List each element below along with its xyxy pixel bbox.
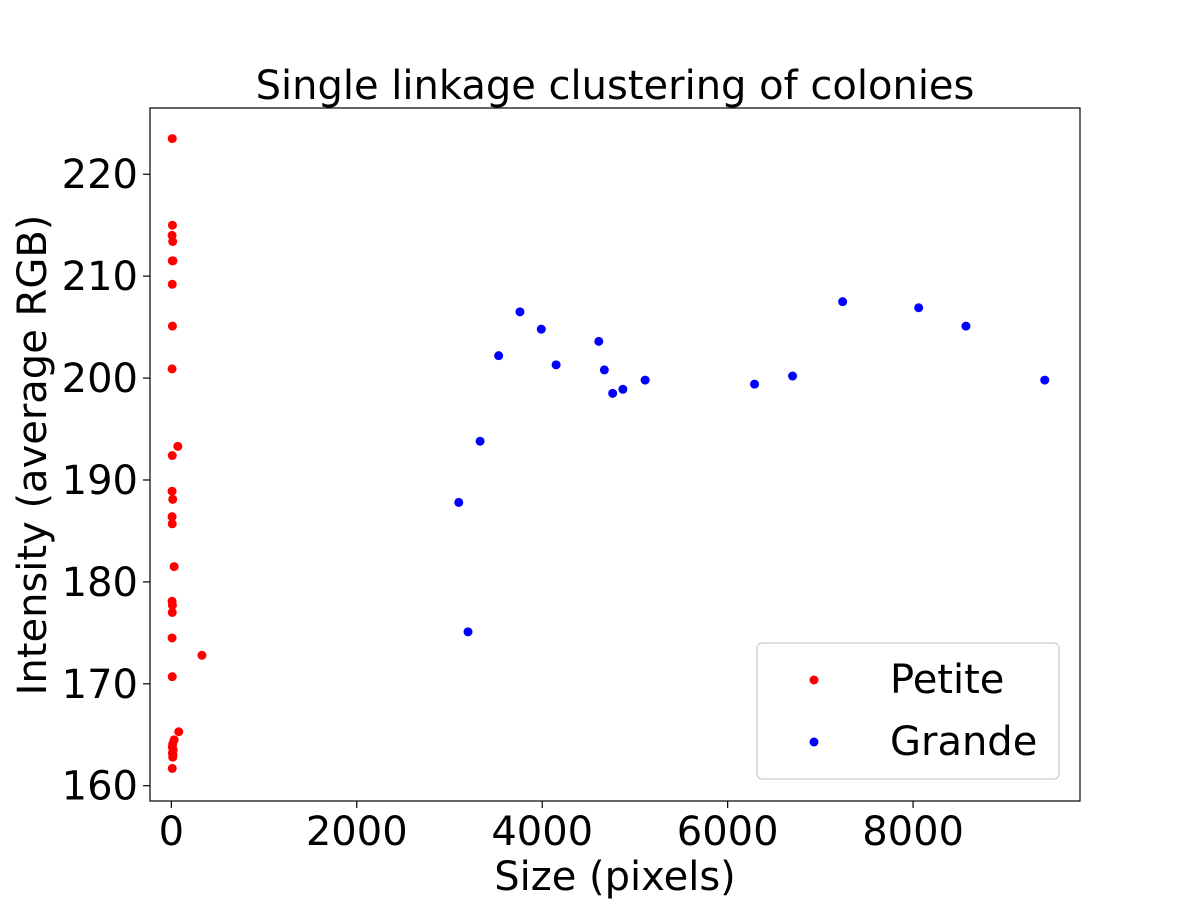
legend-marker-petite — [809, 675, 819, 685]
legend-label-grande: Grande — [890, 719, 1037, 765]
grande-point — [475, 436, 485, 446]
petite-point — [167, 600, 177, 610]
petite-point — [168, 752, 178, 762]
grande-point — [750, 379, 760, 389]
x-tick-label: 6000 — [677, 809, 779, 855]
grande-point — [961, 321, 971, 331]
y-tick-label: 200 — [62, 356, 138, 402]
legend-marker-grande — [809, 737, 819, 747]
grande-point — [618, 384, 628, 394]
petite-point — [167, 451, 177, 461]
petite-point — [167, 220, 177, 230]
grande-point — [494, 351, 504, 361]
grande-point — [914, 303, 924, 313]
y-tick-label: 170 — [62, 662, 138, 708]
y-tick-label: 180 — [62, 560, 138, 606]
grande-point — [551, 360, 561, 370]
grande-point — [594, 336, 604, 346]
petite-point — [167, 672, 177, 682]
petite-point — [167, 512, 177, 522]
petite-point — [167, 364, 177, 374]
y-tick-label: 210 — [62, 254, 138, 300]
petite-point — [167, 519, 177, 529]
grande-point — [454, 497, 464, 507]
y-tick-label: 160 — [62, 764, 138, 810]
grande-point — [599, 365, 609, 375]
grande-point — [515, 307, 525, 317]
plot-area-frame — [149, 107, 1081, 802]
grande-point — [536, 324, 546, 334]
petite-point — [173, 441, 183, 451]
petite-point — [167, 134, 177, 144]
x-axis-label: Size (pixels) — [494, 854, 736, 900]
petite-point — [197, 650, 207, 660]
y-axis-label: Intensity (average RGB) — [10, 215, 56, 696]
grande-point — [838, 297, 848, 307]
legend-box — [756, 642, 1060, 780]
x-tick-label: 0 — [159, 809, 184, 855]
petite-point — [168, 494, 178, 504]
chart-title: Single linkage clustering of colonies — [256, 63, 975, 109]
petite-point — [167, 607, 177, 617]
petite-point — [167, 321, 177, 331]
petite-point — [168, 256, 178, 266]
petite-point — [167, 486, 177, 496]
data-points — [167, 134, 1050, 773]
grande-point — [788, 371, 798, 381]
petite-point — [168, 237, 178, 247]
grande-point — [640, 375, 650, 385]
petite-point — [167, 279, 177, 289]
petite-point — [169, 562, 179, 572]
petite-point — [174, 727, 184, 737]
grande-point — [1040, 375, 1050, 385]
y-tick-label: 190 — [62, 458, 138, 504]
legend-label-petite: Petite — [890, 657, 1004, 703]
x-tick-label: 4000 — [491, 809, 593, 855]
grande-point — [608, 388, 618, 398]
legend: Petite Grande — [756, 642, 1060, 780]
x-axis: 0 2000 4000 6000 8000 — [159, 801, 964, 855]
x-tick-label: 8000 — [862, 809, 964, 855]
grande-point — [463, 627, 473, 637]
petite-point — [167, 763, 177, 773]
y-axis: 160 170 180 190 200 210 220 — [62, 152, 150, 810]
y-tick-label: 220 — [62, 152, 138, 198]
x-tick-label: 2000 — [306, 809, 408, 855]
petite-point — [167, 633, 177, 643]
